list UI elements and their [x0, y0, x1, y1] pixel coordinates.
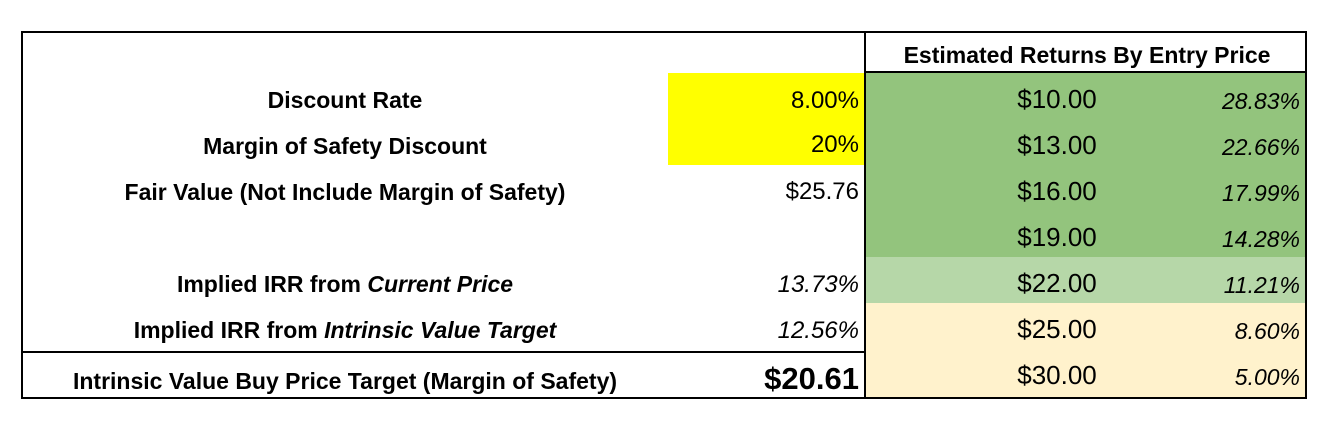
returns-row-fill [866, 165, 1306, 211]
entry-price: $30.00 [1017, 360, 1097, 390]
returns-row-fill [866, 349, 1306, 397]
margin-of-safety-label: Margin of Safety Discount [203, 133, 487, 159]
irr-intrinsic-label: Implied IRR from Intrinsic Value Target [134, 319, 557, 342]
buy-target-label: Intrinsic Value Buy Price Target (Margin… [72, 368, 618, 394]
entry-price: $10.00 [1017, 84, 1097, 114]
returns-row-fill [866, 257, 1306, 303]
buy-target-value: $20.61 [764, 361, 859, 396]
irr-current-label-em: Current Price [367, 271, 514, 297]
estimated-return: 17.99% [1221, 180, 1300, 206]
discount-rate-input-fill [668, 73, 864, 165]
margin-of-safety-value[interactable]: 20% [810, 131, 859, 158]
returns-row-fill [866, 303, 1306, 349]
discount-rate-value[interactable]: 8.00% [790, 87, 859, 114]
header-underline [864, 71, 1307, 73]
column-divider [864, 31, 866, 399]
estimated-return: 11.21% [1223, 272, 1300, 298]
returns-header: Estimated Returns By Entry Price [903, 42, 1271, 68]
table-border-left [21, 31, 23, 399]
buy-target-top-line [21, 351, 866, 353]
entry-price: $19.00 [1017, 222, 1097, 252]
table-border-right [1305, 31, 1307, 399]
estimated-return: 8.60% [1234, 318, 1300, 344]
fair-value-label: Fair Value (Not Include Margin of Safety… [124, 179, 566, 205]
table-border-top [21, 31, 1307, 33]
irr-current-label: Implied IRR from Current Price [177, 273, 513, 296]
entry-price: $25.00 [1017, 314, 1097, 344]
estimated-return: 28.83% [1221, 88, 1300, 114]
irr-current-value: 13.73% [777, 271, 859, 298]
entry-price: $16.00 [1017, 176, 1097, 206]
irr-current-label-prefix: Implied IRR from [176, 271, 368, 297]
entry-price: $13.00 [1017, 130, 1097, 160]
returns-row-fill [866, 73, 1306, 119]
discount-rate-label: Discount Rate [267, 87, 423, 113]
fair-value-value: $25.76 [785, 178, 859, 205]
table-border-bottom [21, 397, 1307, 399]
irr-intrinsic-value: 12.56% [777, 317, 859, 344]
returns-row-fill [866, 119, 1306, 165]
estimated-return: 5.00% [1234, 364, 1300, 390]
estimated-return: 22.66% [1221, 134, 1300, 160]
irr-intrinsic-label-prefix: Implied IRR from [133, 317, 325, 343]
returns-row-fill [866, 211, 1306, 257]
entry-price: $22.00 [1017, 268, 1097, 298]
estimated-return: 14.28% [1221, 226, 1300, 252]
irr-intrinsic-label-em: Intrinsic Value Target [324, 317, 557, 343]
